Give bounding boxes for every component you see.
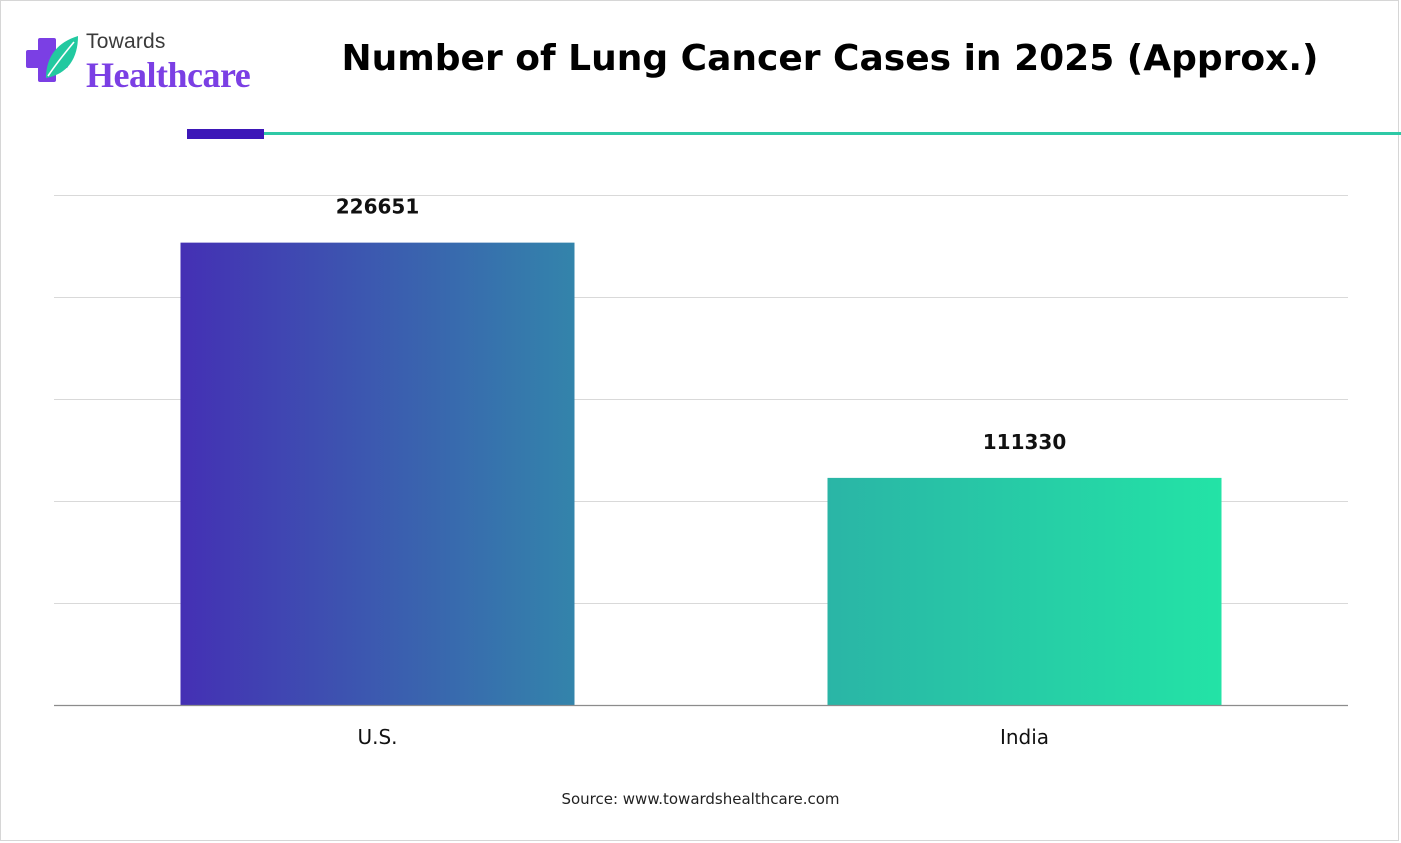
- data-label: 226651: [336, 195, 420, 219]
- bar-india: [827, 477, 1222, 705]
- data-label: 111330: [983, 430, 1067, 454]
- x-tick-label: India: [1000, 725, 1049, 749]
- brand-line-2: Healthcare: [86, 55, 251, 95]
- brand-line-1: Towards: [86, 30, 166, 53]
- source-note: Source: www.towardshealthcare.com: [561, 790, 840, 808]
- chart-title: Number of Lung Cancer Cases in 2025 (App…: [341, 38, 1319, 79]
- bar-u-s: [180, 242, 575, 705]
- medical-cross-leaf-icon: [26, 36, 78, 82]
- x-tick-label: U.S.: [357, 725, 397, 749]
- title-accent-bar: [187, 129, 264, 139]
- title-accent-line: [264, 132, 1401, 135]
- brand-logo: Towards Healthcare: [24, 28, 274, 100]
